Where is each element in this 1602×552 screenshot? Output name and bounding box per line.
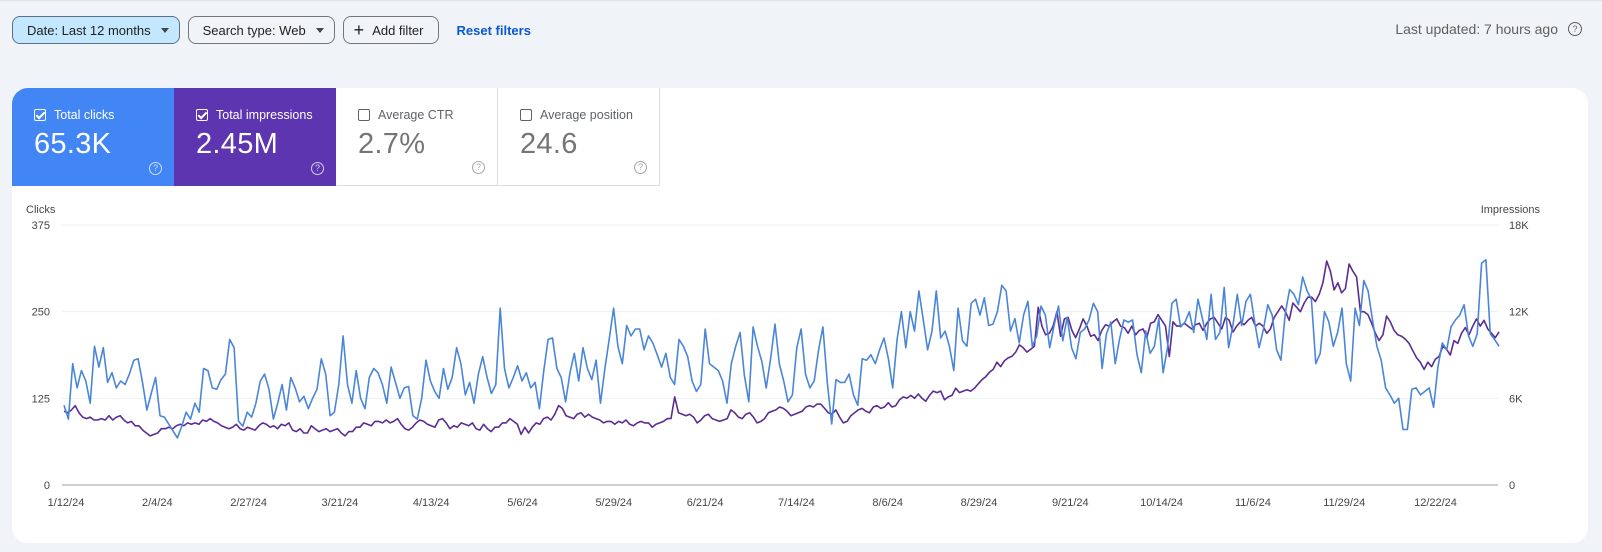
left-axis-title: Clicks [26, 204, 56, 216]
add-filter-label: Add filter [372, 22, 424, 38]
add-filter-button[interactable]: + Add filter [342, 16, 439, 44]
x-tick-label: 6/21/24 [687, 497, 724, 509]
dropdown-caret-icon [315, 27, 324, 33]
x-tick-label: 3/21/24 [322, 497, 359, 509]
date-filter-label: Date: Last 12 months [27, 22, 151, 38]
clicks-series-line [63, 258, 1500, 439]
metric-value: 24.6 [520, 128, 578, 160]
metric-total-clicks[interactable]: Total clicks 65.3K ? [12, 88, 174, 186]
help-icon[interactable]: ? [1568, 22, 1582, 36]
chart-lines [63, 258, 1500, 439]
x-axis-ticks: 1/12/24 2/4/24 2/27/24 3/21/24 4/13/24 5/6/24… [48, 497, 1457, 509]
plus-icon: + [353, 20, 365, 40]
checkbox-checked-icon[interactable] [34, 109, 46, 121]
chart-grid [62, 224, 1498, 486]
right-tick-label: 6K [1509, 393, 1523, 405]
x-tick-label: 2/27/24 [230, 497, 267, 509]
metric-average-position[interactable]: Average position 24.6 ? [498, 88, 660, 186]
performance-card: Total clicks 65.3K ? Total impressions 2… [12, 88, 1588, 543]
metric-value: 2.7% [358, 128, 426, 160]
x-tick-label: 11/29/24 [1323, 497, 1365, 509]
x-tick-label: 9/21/24 [1052, 497, 1089, 509]
x-tick-label: 7/14/24 [778, 497, 815, 509]
help-icon[interactable]: ? [634, 161, 647, 174]
help-icon[interactable]: ? [311, 162, 324, 175]
x-tick-label: 5/29/24 [595, 497, 632, 509]
right-axis-ticks: 0 6K 12K 18K [1509, 220, 1529, 492]
x-tick-label: 5/6/24 [507, 497, 538, 509]
metric-total-impressions[interactable]: Total impressions 2.45M ? [174, 88, 336, 186]
metric-label: Average CTR [378, 108, 454, 122]
date-filter-chip[interactable]: Date: Last 12 months [12, 16, 180, 44]
left-axis-ticks: 0 125 250 375 [32, 220, 50, 492]
left-tick-label: 375 [32, 220, 50, 232]
help-icon[interactable]: ? [472, 161, 485, 174]
metric-value: 2.45M [196, 128, 279, 160]
help-icon[interactable]: ? [149, 162, 162, 175]
x-tick-label: 8/6/24 [872, 497, 903, 509]
x-tick-label: 4/13/24 [413, 497, 450, 509]
dropdown-caret-icon [160, 27, 169, 33]
left-tick-label: 125 [32, 393, 50, 405]
x-tick-label: 10/14/24 [1140, 497, 1183, 509]
left-tick-label: 250 [32, 307, 50, 319]
right-axis-title: Impressions [1481, 204, 1541, 216]
reset-filters-link[interactable]: Reset filters [456, 22, 531, 38]
filter-toolbar: Date: Last 12 months Search type: Web + … [12, 16, 531, 44]
x-tick-label: 11/6/24 [1235, 497, 1271, 509]
metric-value: 65.3K [34, 128, 112, 160]
x-tick-label: 8/29/24 [961, 497, 998, 509]
right-tick-label: 18K [1509, 220, 1529, 232]
checkbox-checked-icon[interactable] [196, 109, 208, 121]
x-tick-label: 1/12/24 [48, 497, 85, 509]
metric-label: Total clicks [54, 108, 115, 122]
last-updated-text: Last updated: 7 hours ago [1395, 21, 1558, 37]
metric-average-ctr[interactable]: Average CTR 2.7% ? [336, 88, 498, 186]
impressions-series-line [63, 260, 1500, 437]
checkbox-unchecked-icon[interactable] [358, 109, 370, 121]
metric-label: Average position [540, 108, 633, 122]
left-tick-label: 0 [44, 480, 50, 492]
search-type-filter-chip[interactable]: Search type: Web [187, 16, 335, 44]
metric-label: Total impressions [216, 108, 313, 122]
x-tick-label: 12/22/24 [1414, 497, 1457, 509]
top-divider [0, 0, 1602, 1]
right-tick-label: 0 [1509, 480, 1515, 492]
checkbox-unchecked-icon[interactable] [520, 109, 532, 121]
search-type-filter-label: Search type: Web [202, 22, 306, 38]
right-tick-label: 12K [1509, 307, 1529, 319]
x-tick-label: 2/4/24 [142, 497, 173, 509]
